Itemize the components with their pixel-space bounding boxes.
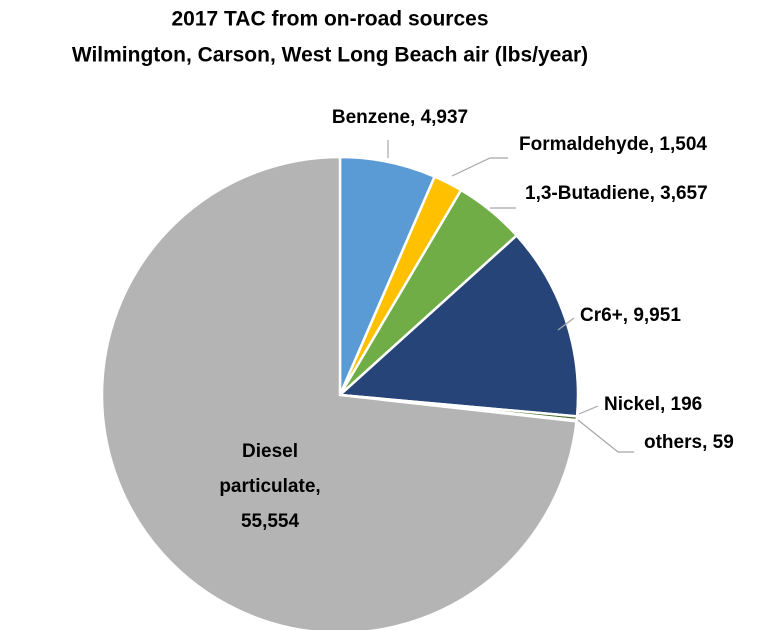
data-label: Benzene, 4,937	[332, 107, 468, 128]
leader-line	[557, 317, 575, 331]
data-label-line: particulate,	[219, 476, 320, 497]
chart-subtitle: Wilmington, Carson, West Long Beach air …	[72, 44, 588, 67]
chart-title: 2017 TAC from on-road sources	[171, 8, 488, 31]
leader-line	[578, 405, 599, 415]
data-label: Diesel particulate, 55,554	[219, 441, 320, 532]
leader-line	[451, 157, 508, 177]
data-label: Formaldehyde, 1,504	[519, 134, 707, 155]
data-label: Cr6+, 9,951	[580, 305, 681, 326]
data-label-line: Diesel	[242, 441, 298, 462]
pie-slice	[100, 155, 578, 630]
data-label: others, 59	[644, 432, 734, 453]
leader-lines	[387, 140, 634, 453]
data-label-line: 55,554	[241, 511, 300, 532]
slices	[100, 155, 580, 630]
data-label: 1,3-Butadiene, 3,657	[525, 183, 708, 204]
leader-line	[577, 419, 634, 453]
pie-slice	[337, 233, 580, 418]
data-label: Nickel, 196	[604, 394, 702, 415]
